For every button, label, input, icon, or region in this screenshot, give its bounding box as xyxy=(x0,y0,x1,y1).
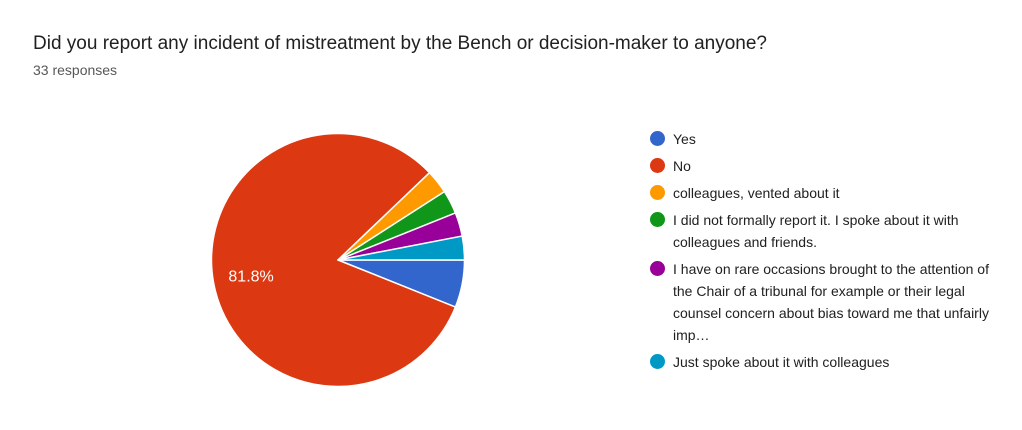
legend-label: Yes xyxy=(673,131,696,147)
legend-swatch xyxy=(650,261,665,276)
pie-chart: 81.8% xyxy=(210,132,466,388)
legend-label: Just spoke about it with colleagues xyxy=(673,354,890,370)
legend-swatch xyxy=(650,354,665,369)
pie-slice xyxy=(337,235,466,261)
legend-label: No xyxy=(673,158,691,174)
chart-legend: Yes No colleagues, vented about it I did no… xyxy=(650,128,1002,378)
legend-item: I did not formally report it. I spoke ab… xyxy=(650,209,1002,253)
pie-slice xyxy=(210,132,457,388)
response-count: 33 responses xyxy=(33,62,118,78)
legend-item: I have on rare occasions brought to the … xyxy=(650,258,1002,346)
pie-percent-label: 81.8% xyxy=(228,268,273,285)
legend-item: Yes xyxy=(650,128,1002,150)
question-title: Did you report any incident of mistreatm… xyxy=(33,33,767,54)
legend-swatch xyxy=(650,212,665,227)
legend-swatch xyxy=(650,131,665,146)
legend-item: Just spoke about it with colleagues xyxy=(650,351,1002,373)
legend-label: I did not formally report it. I spoke ab… xyxy=(673,212,959,250)
legend-label: I have on rare occasions brought to the … xyxy=(673,261,989,343)
legend-item: No xyxy=(650,155,1002,177)
legend-swatch xyxy=(650,158,665,173)
legend-item: colleagues, vented about it xyxy=(650,182,1002,204)
legend-swatch xyxy=(650,185,665,200)
legend-label: colleagues, vented about it xyxy=(673,185,840,201)
